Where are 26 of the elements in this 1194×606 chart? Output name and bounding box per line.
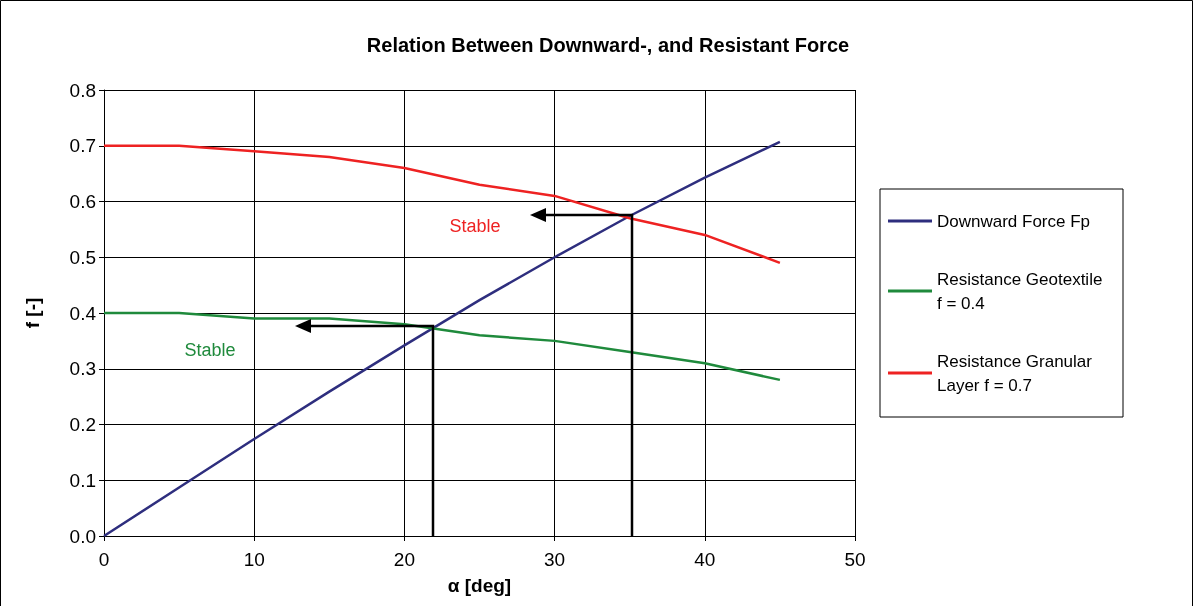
y-tick-label: 0.4 <box>69 302 97 324</box>
annotation: Stable <box>184 340 236 360</box>
x-tick-label: 30 <box>544 549 566 570</box>
y-tick-label: 0.7 <box>69 135 96 157</box>
y-tick-label: 0.8 <box>69 79 96 101</box>
annotation: Stable <box>449 216 501 236</box>
x-tick-label: 40 <box>694 549 716 570</box>
y-tick-label: 0.5 <box>69 246 96 268</box>
y-tick-label: 0.2 <box>69 414 96 435</box>
line-series <box>102 144 782 265</box>
y-tick-label: 0.0 <box>69 525 96 547</box>
x-axis-title: α [deg] <box>447 575 512 596</box>
legend-label: Downward Force Fp <box>937 211 1091 231</box>
y-axis-title: f [-] <box>22 297 43 329</box>
line-series <box>102 311 782 382</box>
x-tick-label: 20 <box>393 549 415 570</box>
legend-label: Resistance Granular Layer f = 0.7 <box>937 351 1097 395</box>
x-tick-label: 0 <box>98 549 110 570</box>
chart-title: Relation Between Downward-, and Resistant Force <box>366 34 850 56</box>
x-tick-label: 10 <box>243 549 265 570</box>
x-tick-label: 50 <box>844 549 866 570</box>
y-tick-label: 0.3 <box>69 358 96 380</box>
y-tick-label: 0.6 <box>69 191 96 212</box>
legend-label: Resistance Geotextile f = 0.4 <box>937 269 1108 313</box>
line-series <box>102 140 782 538</box>
y-tick-label: 0.1 <box>69 469 96 491</box>
